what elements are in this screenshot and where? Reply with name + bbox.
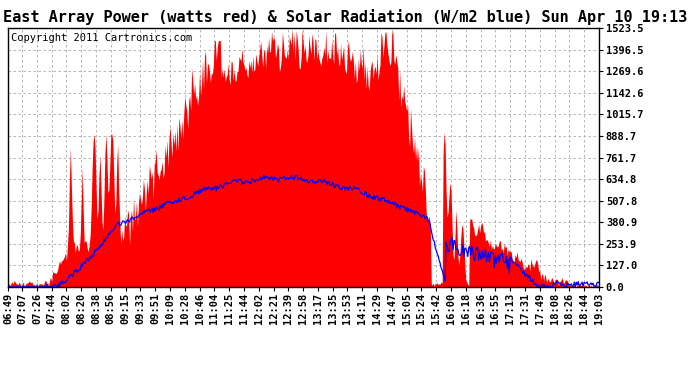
Text: Copyright 2011 Cartronics.com: Copyright 2011 Cartronics.com	[11, 33, 193, 43]
Text: East Array Power (watts red) & Solar Radiation (W/m2 blue) Sun Apr 10 19:13: East Array Power (watts red) & Solar Rad…	[3, 9, 687, 26]
